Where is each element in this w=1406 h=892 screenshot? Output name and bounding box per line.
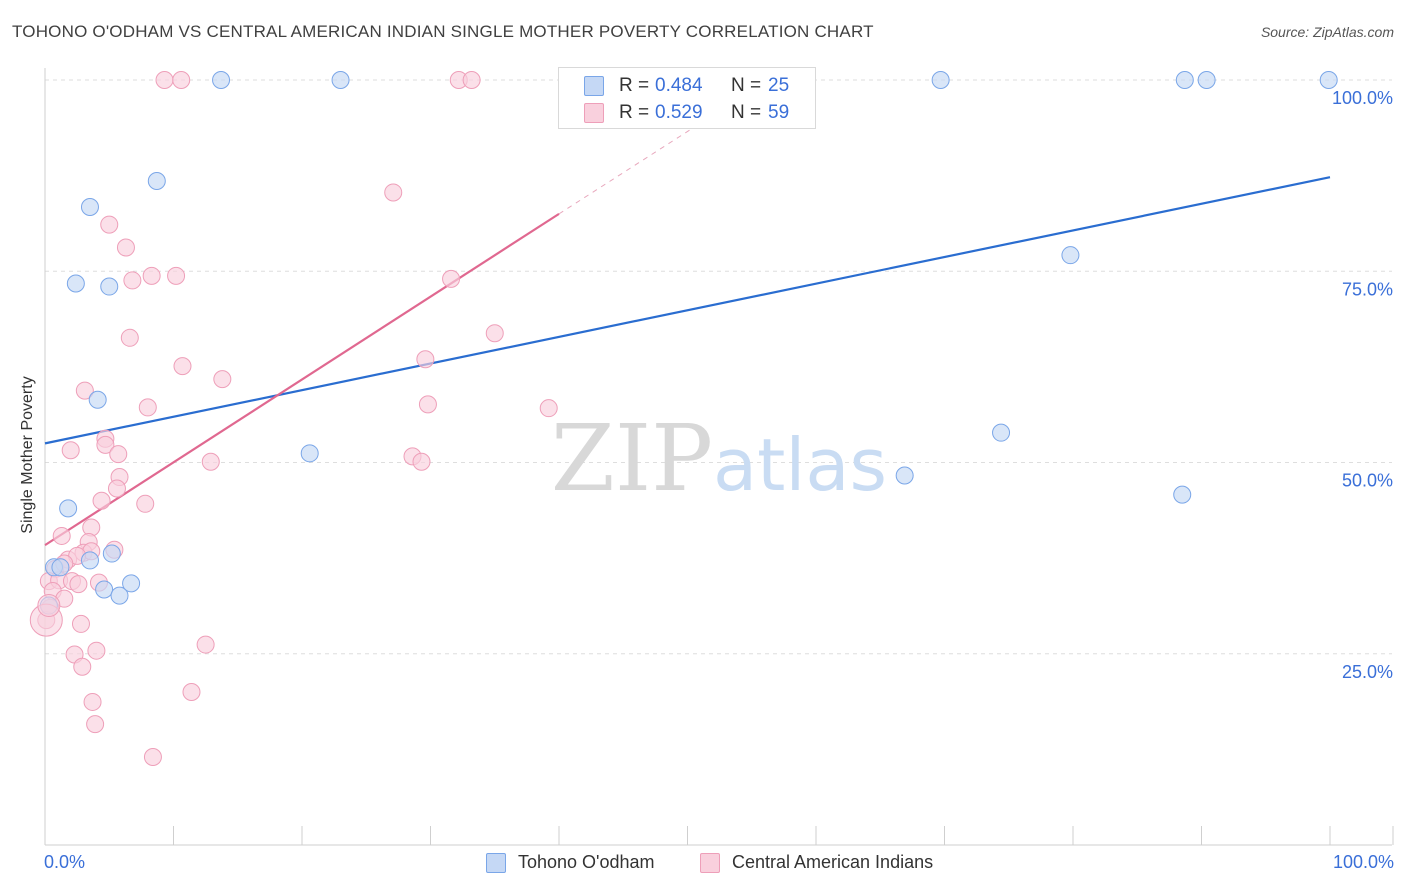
legend-item-central-american: Central American Indians [700, 852, 933, 873]
data-point-tohono [931, 71, 950, 89]
data-point-tohono [1319, 71, 1338, 89]
data-point-tohono [147, 171, 166, 190]
data-point-tohono [212, 71, 231, 89]
data-point-central-american [116, 238, 135, 257]
data-points [29, 71, 1338, 767]
data-point-tohono [122, 574, 141, 593]
y-tick-label: 25.0% [1342, 662, 1393, 682]
data-point-central-american [75, 381, 94, 400]
data-point-tohono [300, 444, 319, 463]
data-point-central-american [172, 71, 191, 89]
gridlines [45, 79, 1392, 655]
y-tick-label: 100.0% [1332, 88, 1393, 108]
data-point-central-american [96, 435, 115, 454]
r-label: R = [619, 102, 650, 123]
watermark-atlas: atlas [713, 423, 887, 507]
data-point-central-american [201, 452, 220, 471]
data-point-central-american [155, 71, 174, 89]
data-point-central-american [442, 269, 461, 288]
y-tick-labels: 100.0% 75.0% 50.0% 25.0% [1332, 88, 1393, 682]
data-point-central-american [52, 526, 71, 545]
y-tick-label: 75.0% [1342, 279, 1393, 299]
legend-swatch-tohono [584, 76, 604, 96]
y-tick-label: 50.0% [1342, 471, 1393, 491]
data-point-tohono [51, 558, 70, 577]
axes [44, 68, 1394, 846]
data-point-central-american [120, 328, 139, 347]
data-point-central-american [100, 215, 119, 234]
legend-label-tohono: Tohono O'odham [518, 852, 655, 872]
data-point-central-american [173, 357, 192, 376]
data-point-tohono [1197, 71, 1216, 89]
data-point-tohono [80, 551, 99, 570]
data-point-central-american [412, 452, 431, 471]
legend-swatch-central-american [700, 852, 720, 873]
legend-swatch-central-american [584, 103, 604, 123]
data-point-central-american [83, 692, 102, 711]
data-point-central-american [142, 266, 161, 285]
data-point-central-american [182, 683, 201, 701]
data-point-central-american [136, 494, 155, 513]
data-point-central-american [87, 641, 106, 660]
trend-lines [44, 106, 1331, 547]
data-point-tohono [59, 499, 78, 518]
chart-title: TOHONO O'ODHAM VS CENTRAL AMERICAN INDIA… [12, 22, 874, 41]
data-point-central-american [196, 635, 215, 654]
trend-line-tohono [44, 176, 1331, 445]
chart-source: Source: ZipAtlas.com [1260, 24, 1394, 40]
data-point-central-american [416, 350, 435, 369]
trend-line-central-american-extension [558, 106, 727, 215]
data-point-central-american [539, 399, 558, 418]
x-tick-label-max: 100.0% [1332, 852, 1394, 872]
watermark: ZIP atlas [551, 405, 887, 512]
data-point-tohono [331, 71, 350, 89]
data-point-central-american [86, 715, 105, 734]
n-value-central-american: 59 [768, 102, 790, 123]
data-point-tohono [88, 390, 107, 409]
n-value-tohono: 25 [768, 75, 790, 96]
data-point-tohono [95, 580, 114, 599]
data-point-central-american [109, 445, 128, 464]
data-point-tohono [1173, 485, 1192, 504]
data-point-central-american [138, 398, 157, 417]
r-value-central-american: 0.529 [655, 102, 703, 123]
data-point-central-american [167, 266, 186, 285]
correlation-legend: R = 0.484 N = 25 R = 0.529 N = 59 [558, 67, 816, 129]
legend-item-tohono: Tohono O'odham [486, 852, 655, 873]
data-point-central-american [462, 71, 481, 89]
data-point-tohono [80, 197, 99, 216]
data-point-central-american [71, 614, 90, 633]
r-label: R = [619, 75, 650, 96]
trend-line-central-american [44, 212, 560, 547]
r-value-tohono: 0.484 [655, 75, 703, 96]
data-point-central-american [107, 479, 126, 498]
data-point-tohono [102, 544, 121, 563]
series-legend: Tohono O'odham Central American Indians [0, 852, 1406, 878]
legend-label-central-american: Central American Indians [732, 852, 934, 872]
data-point-central-american [123, 271, 142, 290]
data-point-central-american [73, 657, 92, 676]
data-point-tohono [66, 274, 85, 293]
data-point-central-american-cluster [37, 594, 61, 618]
data-point-tohono [895, 466, 914, 485]
legend-swatch-tohono [486, 852, 506, 873]
data-point-tohono [100, 277, 119, 296]
data-point-central-american [69, 575, 88, 594]
n-label: N = [731, 102, 762, 123]
data-point-central-american [485, 324, 504, 343]
data-point-tohono [110, 586, 129, 605]
data-point-tohono [992, 423, 1011, 442]
data-point-central-american [384, 183, 403, 202]
n-label: N = [731, 75, 762, 96]
data-point-tohono [1061, 246, 1080, 265]
x-tick-label-min: 0.0% [44, 852, 86, 872]
data-point-central-american [418, 395, 437, 414]
data-point-central-american [92, 491, 111, 510]
watermark-zip: ZIP [551, 405, 713, 512]
data-point-central-american [143, 748, 162, 767]
data-point-tohono [1175, 71, 1194, 89]
data-point-central-american [213, 370, 232, 389]
data-point-central-american [61, 441, 80, 460]
